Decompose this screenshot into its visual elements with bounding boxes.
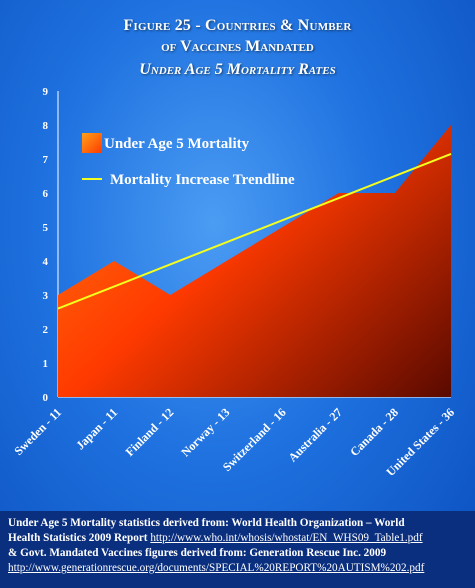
y-tick-label: 5 [43,222,49,234]
y-tick-label: 9 [43,86,49,98]
y-tick-label: 8 [43,120,49,132]
x-tick-label: Sweden - 11 [11,405,64,458]
x-tick-label: Japan - 11 [73,405,120,452]
who-report-link[interactable]: http://www.who.int/whosis/whostat/EN_WHS… [150,532,423,544]
y-tick-label: 3 [43,290,49,302]
y-tick-label: 1 [43,358,49,370]
y-tick-label: 4 [43,256,49,268]
footer-line-2: Health Statistics 2009 Report http://www… [8,531,469,546]
legend-swatch-area [82,133,102,153]
y-tick-label: 7 [43,154,49,166]
x-tick-label: Australia - 27 [285,405,344,464]
x-tick-label: Finland - 12 [123,405,177,459]
chart-subtitle: Under Age 5 Mortality Rates [139,61,336,78]
footer-line-4: http://www.generationrescue.org/document… [8,561,469,576]
chart-title-line-2: of Vaccines Mandated [161,38,314,55]
source-footer: Under Age 5 Mortality statistics derived… [0,511,475,588]
chart-title: Figure 25 - Countries & Number [123,17,352,34]
x-tick-label: Norway - 13 [178,405,232,459]
footer-line-2-text: Health Statistics 2009 Report [8,532,151,544]
legend-label-area: Under Age 5 Mortality [104,136,250,152]
mortality-area [58,125,451,397]
legend-label-trendline: Mortality Increase Trendline [110,172,295,188]
y-tick-label: 0 [43,392,49,404]
generation-rescue-link[interactable]: http://www.generationrescue.org/document… [8,562,425,574]
footer-line-1: Under Age 5 Mortality statistics derived… [8,517,405,529]
x-tick-label: Canada - 28 [347,405,401,459]
footer-line-3: & Govt. Mandated Vaccines figures derive… [8,547,387,559]
y-tick-label: 2 [43,324,49,336]
y-tick-label: 6 [43,188,49,200]
chart-plot: 0 1 2 3 4 5 6 7 8 9 Sweden - 11 Japan - 11 Finland -… [11,86,457,479]
trendline [57,152,452,310]
